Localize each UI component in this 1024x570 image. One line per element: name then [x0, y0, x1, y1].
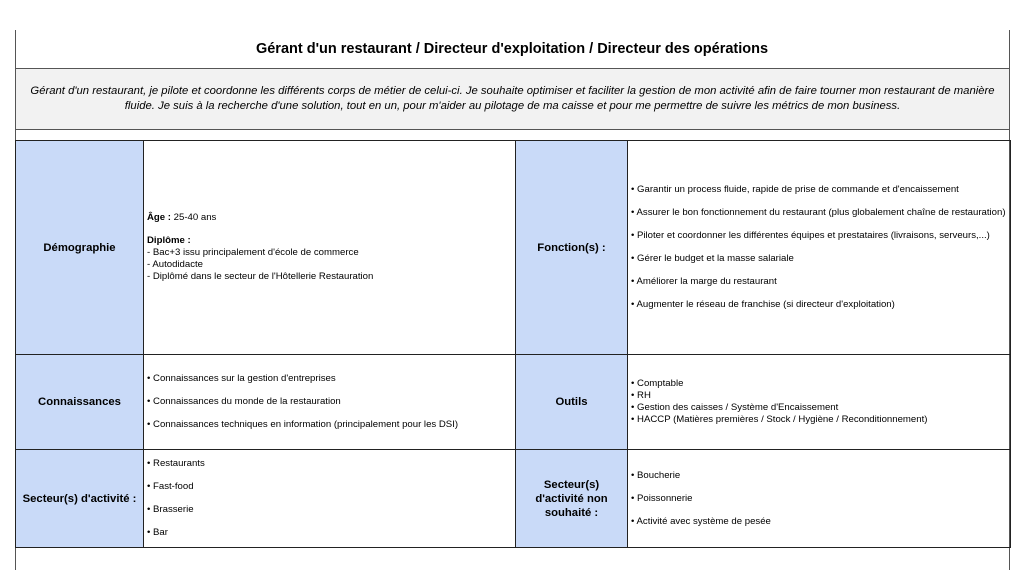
list-item: • Restaurants	[147, 458, 205, 469]
table-row: Secteur(s) d'activité : • Restaurants • …	[15, 449, 1011, 548]
label-connaissances: Connaissances	[15, 354, 144, 450]
list-item: - Autodidacte	[147, 259, 204, 270]
list-item: • HACCP (Matières premières / Stock / Hy…	[631, 414, 928, 425]
list-item: • Comptable	[631, 378, 684, 389]
label-fonctions: Fonction(s) :	[515, 140, 628, 355]
label-secteurs-non-souhaites: Secteur(s) d'activité non souhaité :	[515, 449, 628, 548]
outils-cell: • Comptable • RH • Gestion des caisses /…	[627, 354, 1011, 450]
list-item: • Piloter et coordonner les différentes …	[631, 230, 990, 241]
fonctions-cell: • Garantir un process fluide, rapide de …	[627, 140, 1011, 355]
list-item: • Garantir un process fluide, rapide de …	[631, 184, 959, 195]
persona-table: Démographie Âge : 25-40 ans Diplôme : - …	[15, 140, 1011, 548]
list-item: • Améliorer la marge du restaurant	[631, 276, 777, 287]
list-item: • Connaissances du monde de la restaurat…	[147, 396, 341, 407]
list-item: • Connaissances techniques en informatio…	[147, 419, 459, 430]
label-demographie: Démographie	[15, 140, 144, 355]
list-item: • Bar	[147, 527, 168, 538]
list-item: • Assurer le bon fonctionnement du resta…	[631, 207, 1006, 218]
list-item: • Poissonnerie	[631, 492, 693, 504]
list-item: • Gérer le budget et la masse salariale	[631, 253, 794, 264]
list-item: • Boucherie	[631, 469, 681, 481]
label-secteurs: Secteur(s) d'activité :	[15, 449, 144, 548]
list-item: • Gestion des caisses / Système d'Encais…	[631, 402, 839, 413]
page-title: Gérant d'un restaurant / Directeur d'exp…	[15, 30, 1009, 69]
list-item: - Diplômé dans le secteur de l'Hôtelleri…	[147, 271, 374, 282]
list-item: • RH	[631, 390, 651, 401]
persona-description: Gérant d'un restaurant, je pilote et coo…	[16, 69, 1009, 130]
connaissances-cell: • Connaissances sur la gestion d'entrepr…	[143, 354, 516, 450]
list-item: • Activité avec système de pesée	[631, 515, 771, 527]
list-item: • Connaissances sur la gestion d'entrepr…	[147, 373, 336, 384]
secteurs-non-souhaites-cell: • Boucherie • Poissonnerie • Activité av…	[627, 449, 1011, 548]
age-value: 25-40 ans	[170, 212, 217, 223]
list-item: • Augmenter le réseau de franchise (si d…	[631, 299, 895, 310]
list-item: • Brasserie	[147, 504, 194, 515]
list-item: - Bac+3 issu principalement d'école de c…	[147, 247, 359, 258]
list-item: • Fast-food	[147, 481, 194, 492]
table-row: Connaissances • Connaissances sur la ges…	[15, 354, 1011, 450]
age-label: Âge :	[147, 212, 171, 223]
table-row: Démographie Âge : 25-40 ans Diplôme : - …	[15, 140, 1011, 355]
demographie-cell: Âge : 25-40 ans Diplôme : - Bac+3 issu p…	[143, 140, 516, 355]
label-outils: Outils	[515, 354, 628, 450]
diplome-label: Diplôme :	[147, 235, 191, 246]
secteurs-cell: • Restaurants • Fast-food • Brasserie • …	[143, 449, 516, 548]
